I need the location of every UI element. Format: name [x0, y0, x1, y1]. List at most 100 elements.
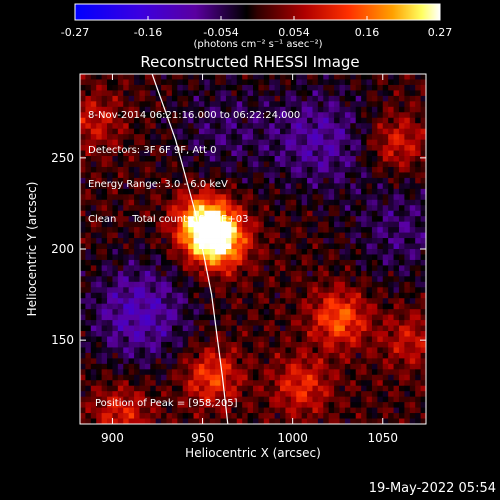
heatmap-cell [296, 123, 303, 130]
heatmap-cell [166, 145, 173, 151]
heatmap-cell [339, 380, 346, 387]
heatmap-cell [361, 259, 367, 266]
heatmap-cell [404, 331, 411, 337]
heatmap-cell [193, 259, 200, 266]
heatmap-cell [96, 128, 103, 135]
heatmap-cell [139, 281, 146, 288]
heatmap-cell [198, 232, 205, 239]
heatmap-cell [398, 287, 405, 294]
heatmap-cell [198, 205, 205, 212]
heatmap-cell [242, 123, 248, 130]
heatmap-cell [96, 79, 103, 86]
heatmap-cell [290, 402, 297, 408]
heatmap-cell [247, 347, 254, 354]
heatmap-cell [139, 407, 146, 414]
heatmap-cell [263, 396, 270, 403]
heatmap-cell [328, 380, 335, 387]
heatmap-cell [377, 183, 384, 190]
heatmap-cell [280, 276, 286, 283]
heatmap-cell [404, 309, 411, 316]
heatmap-cell [90, 238, 97, 244]
heatmap-cell [323, 112, 330, 119]
heatmap-cell [377, 287, 384, 294]
heatmap-cell [323, 205, 330, 212]
heatmap-cell [377, 232, 384, 239]
heatmap-cell [220, 254, 227, 261]
heatmap-cell [404, 270, 411, 277]
heatmap-cell [317, 177, 324, 184]
heatmap-cell [198, 259, 205, 266]
heatmap-cell [301, 199, 308, 206]
heatmap-cell [393, 380, 400, 387]
heatmap-cell [269, 238, 276, 244]
heatmap-cell [317, 418, 324, 424]
heatmap-cell [263, 320, 270, 326]
heatmap-cell [398, 177, 405, 184]
heatmap-cell [361, 232, 367, 239]
heatmap-cell [366, 128, 373, 135]
heatmap-cell [144, 265, 151, 272]
heatmap-cell [366, 216, 373, 223]
heatmap-cell [123, 216, 130, 223]
heatmap-cell [198, 281, 205, 288]
heatmap-cell [253, 396, 259, 403]
heatmap-cell [107, 347, 113, 354]
heatmap-cell [107, 369, 113, 376]
heatmap-cell [96, 407, 103, 414]
heatmap-cell [85, 320, 92, 326]
heatmap-cell [198, 139, 205, 146]
heatmap-cell [166, 216, 173, 223]
heatmap-cell [269, 128, 276, 135]
heatmap-cell [420, 358, 426, 365]
heatmap-cell [209, 183, 216, 190]
heatmap-cell [366, 254, 373, 261]
heatmap-cell [415, 101, 421, 108]
heatmap-cell [144, 172, 151, 179]
heatmap-cell [393, 287, 400, 294]
heatmap-cell [404, 84, 411, 91]
heatmap-cell [296, 259, 303, 266]
heatmap-cell [166, 199, 173, 206]
heatmap-cell [280, 254, 286, 261]
heatmap-cell [117, 90, 124, 97]
heatmap-cell [350, 396, 357, 403]
heatmap-cell [393, 259, 400, 266]
heatmap-cell [317, 336, 324, 343]
heatmap-cell [166, 281, 173, 288]
heatmap-cell [220, 117, 227, 124]
heatmap-cell [123, 101, 130, 108]
heatmap-cell [296, 117, 303, 124]
heatmap-cell [355, 259, 362, 266]
heatmap-cell [117, 298, 124, 305]
heatmap-cell [188, 320, 194, 326]
heatmap-cell [350, 194, 357, 201]
heatmap-cell [215, 134, 221, 141]
heatmap-cell [398, 363, 405, 370]
heatmap-cell [334, 183, 340, 190]
heatmap-cell [128, 352, 135, 359]
heatmap-cell [350, 221, 357, 228]
heatmap-cell [404, 205, 411, 212]
heatmap-cell [382, 84, 389, 91]
heatmap-cell [90, 221, 97, 228]
heatmap-cell [323, 352, 330, 359]
heatmap-cell [296, 363, 303, 370]
heatmap-cell [296, 150, 303, 157]
heatmap-cell [204, 79, 211, 86]
heatmap-cell [225, 79, 232, 86]
heatmap-cell [285, 352, 292, 359]
heatmap-cell [371, 74, 378, 80]
heatmap-cell [209, 227, 216, 233]
heatmap-cell [166, 101, 173, 108]
heatmap-cell [301, 112, 308, 119]
heatmap-cell [420, 391, 426, 398]
heatmap-cell [328, 238, 335, 244]
heatmap-cell [366, 112, 373, 119]
heatmap-cell [361, 374, 367, 381]
heatmap-cell [215, 106, 221, 113]
heatmap-cell [139, 188, 146, 195]
heatmap-cell [398, 309, 405, 316]
heatmap-cell [377, 161, 384, 168]
heatmap-cell [323, 150, 330, 157]
observation-info: 8-Nov-2014 06:21:16.000 to 06:22:24.000 … [88, 87, 300, 237]
